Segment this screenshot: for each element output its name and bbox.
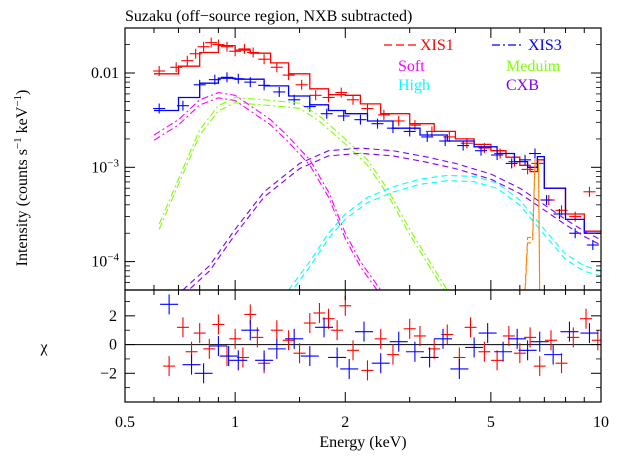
residual-y-axis-label: χ <box>39 339 48 356</box>
spectrum-series-layer <box>153 37 601 290</box>
spectrum-y-tick-label-0: 0.01 <box>91 65 119 82</box>
high-component-line-a <box>288 174 601 290</box>
legend-label-soft: Soft <box>398 58 425 75</box>
fe-component-line-b <box>524 164 541 290</box>
spectrum-y-tick-label-1: 10−3 <box>91 157 119 176</box>
spectrum-y-tick-exponent-2: −4 <box>107 252 119 264</box>
legend: XIS1 XIS3 Soft Meduim High CXB <box>384 37 562 94</box>
chart-title: Suzaku (off−source region, NXB subtracte… <box>125 8 412 25</box>
residual-panel: 2 0 −2 0.5 1 2 5 10 χ Energy (keV) <box>39 289 609 451</box>
legend-label-xis1: XIS1 <box>420 37 454 54</box>
legend-label-high: High <box>398 77 430 94</box>
soft-component-line-b <box>153 97 378 290</box>
legend-label-cxb: CXB <box>506 77 539 94</box>
xis3-model-line <box>154 77 601 234</box>
spectrum-panel: 0.01 10−3 10−4 Intensity (counts s−1 keV−1… <box>12 27 602 291</box>
legend-label-meduim: Meduim <box>506 58 561 75</box>
x-tick-label-3: 5 <box>487 414 495 431</box>
meduim-component-line-a <box>158 96 448 290</box>
spectrum-y-ticks: 0.01 10−3 10−4 <box>91 27 601 291</box>
x-tick-label-1: 1 <box>231 414 239 431</box>
x-tick-label-4: 10 <box>593 414 609 431</box>
residual-x-ticks: 0.5 1 2 5 10 <box>115 290 609 431</box>
legend-label-xis3: XIS3 <box>528 37 562 54</box>
cxb-component-line-b <box>187 152 601 290</box>
cxb-component-line-a <box>182 147 601 290</box>
residual-y-tick-label-2: −2 <box>100 365 117 382</box>
residual-y-ticks: 2 0 −2 <box>100 301 601 389</box>
x-tick-label-0: 0.5 <box>115 414 135 431</box>
high-component-line-b <box>291 180 601 290</box>
xis1-model-line <box>154 44 601 232</box>
spectrum-y-tick-label-2: 10−4 <box>91 252 119 271</box>
residual-y-tick-label-0: 2 <box>109 308 117 325</box>
residual-frame <box>124 289 602 403</box>
spectrum-x-ticks <box>124 28 602 290</box>
spectrum-y-tick-exponent-1: −3 <box>107 157 119 169</box>
fe-component-line-a <box>524 159 541 290</box>
spectrum-y-axis-label: Intensity (counts s−1 keV−1) <box>12 90 31 267</box>
residual-series-layer <box>125 294 601 384</box>
residual-y-tick-label-1: 0 <box>109 337 117 354</box>
meduim-component-line-b <box>158 102 445 290</box>
x-tick-label-2: 2 <box>341 414 349 431</box>
soft-component-line-a <box>153 92 382 290</box>
x-axis-label: Energy (keV) <box>319 434 406 451</box>
